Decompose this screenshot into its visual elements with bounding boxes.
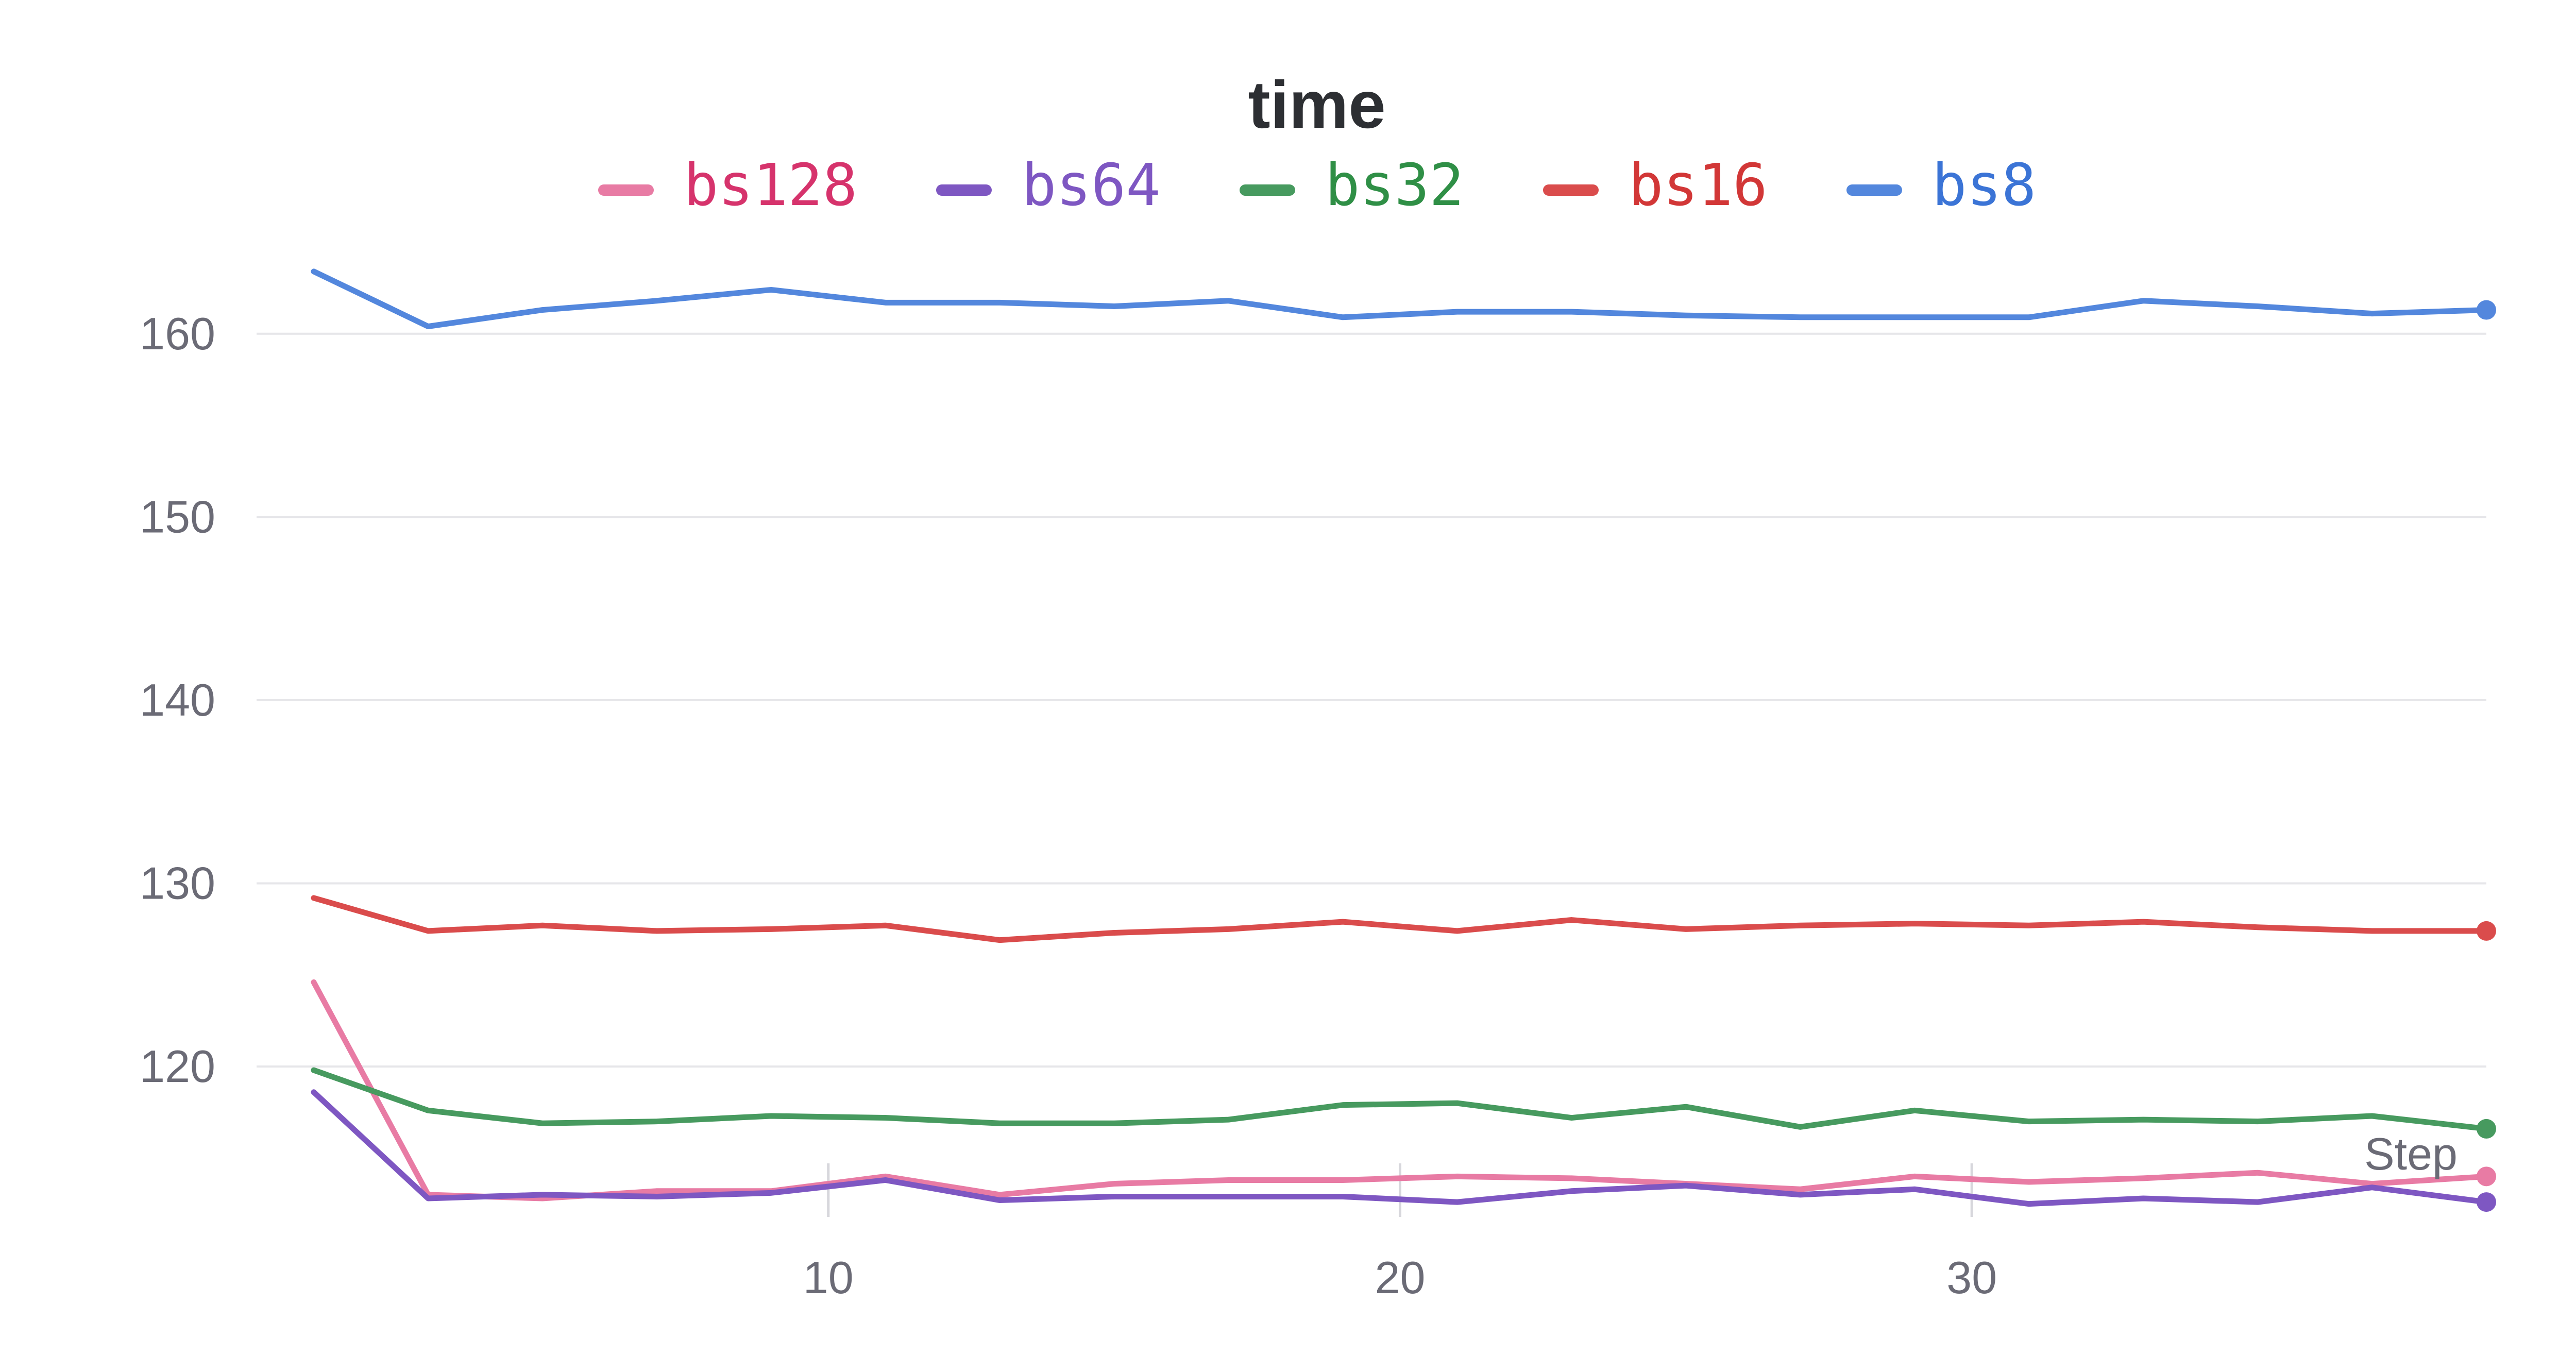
x-axis-label: Step bbox=[2364, 1128, 2458, 1179]
y-tick-label: 120 bbox=[140, 1041, 215, 1092]
series-line-bs16 bbox=[311, 895, 2489, 943]
series-line-bs8 bbox=[311, 268, 2489, 330]
series-endpoint-bs128 bbox=[2477, 1166, 2496, 1187]
legend-swatch-bs32 bbox=[1240, 184, 1295, 196]
series-line-bs64 bbox=[311, 1089, 2489, 1207]
legend-label-bs32: bs32 bbox=[1325, 152, 1464, 219]
legend-label-bs8: bs8 bbox=[1932, 152, 2036, 219]
y-tick-label: 160 bbox=[140, 308, 215, 359]
legend-label-bs128: bs128 bbox=[684, 152, 857, 219]
legend-label-bs16: bs16 bbox=[1629, 152, 1768, 219]
series-endpoint-bs16 bbox=[2477, 921, 2496, 941]
series-endpoint-bs8 bbox=[2477, 300, 2496, 320]
x-axis: 10 20 30 bbox=[803, 1163, 1997, 1303]
x-tick-label: 30 bbox=[1946, 1252, 1997, 1303]
legend: bs128 bs64 bs32 bs16 bs8 bbox=[598, 152, 2036, 219]
series-endpoint-bs32 bbox=[2477, 1119, 2496, 1139]
y-axis: 120 130 140 150 160 bbox=[140, 308, 215, 1092]
series-endpoint-bs64 bbox=[2477, 1192, 2496, 1212]
legend-swatch-bs64 bbox=[936, 184, 992, 196]
x-tick-label: 10 bbox=[803, 1252, 854, 1303]
legend-swatch-bs128 bbox=[598, 184, 654, 196]
series-line-bs32 bbox=[311, 1067, 2489, 1132]
series-line-bs128 bbox=[311, 979, 2489, 1201]
y-tick-label: 150 bbox=[140, 491, 215, 542]
grid bbox=[257, 332, 2486, 1068]
x-tick-label: 20 bbox=[1375, 1252, 1426, 1303]
legend-label-bs64: bs64 bbox=[1022, 152, 1161, 219]
series-layer bbox=[311, 268, 2496, 1212]
y-tick-label: 140 bbox=[140, 674, 215, 725]
legend-swatch-bs16 bbox=[1543, 184, 1599, 196]
y-tick-label: 130 bbox=[140, 857, 215, 908]
chart-title: time bbox=[1248, 67, 1385, 142]
legend-swatch-bs8 bbox=[1846, 184, 1902, 196]
